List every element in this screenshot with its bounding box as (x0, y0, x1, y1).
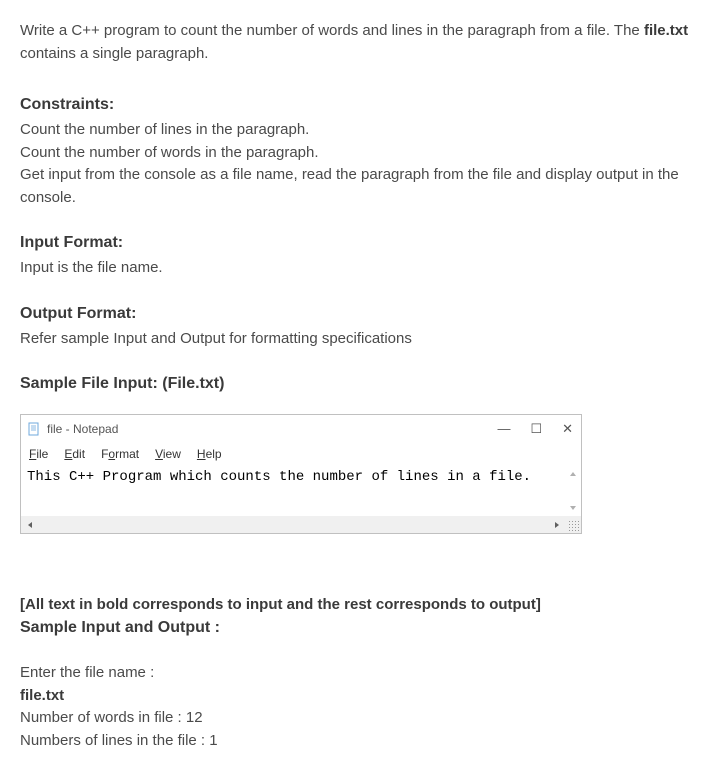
sample-file-heading: Sample File Input: (File.txt) (20, 372, 699, 396)
vscroll-up-icon[interactable] (565, 466, 581, 482)
output-format-text: Refer sample Input and Output for format… (20, 328, 699, 351)
notepad-title: file - Notepad (47, 420, 118, 438)
output-format-section: Output Format: Refer sample Input and Ou… (20, 302, 699, 351)
notepad-app-icon (27, 422, 41, 436)
hscroll-track[interactable] (38, 516, 548, 533)
intro-text-1: Write a C++ program to count the number … (20, 22, 644, 39)
notepad-titlebar: file - Notepad — ☐ ✕ (21, 415, 581, 443)
constraints-heading: Constraints: (20, 93, 699, 117)
bold-note: [All text in bold corresponds to input a… (20, 594, 699, 617)
sample-io-heading: Sample Input and Output : (20, 616, 699, 640)
io-prompt-line: Enter the file name : (20, 662, 699, 685)
resize-grip-icon[interactable] (565, 516, 581, 533)
input-format-section: Input Format: Input is the file name. (20, 231, 699, 280)
maximize-icon[interactable]: ☐ (530, 419, 542, 439)
horizontal-scrollbar[interactable] (21, 516, 581, 533)
close-icon[interactable]: ✕ (562, 419, 573, 439)
constraint-item: Count the number of lines in the paragra… (20, 119, 699, 142)
intro-paragraph: Write a C++ program to count the number … (20, 20, 699, 65)
intro-text-2: contains a single paragraph. (20, 45, 208, 62)
constraint-item: Get input from the console as a file nam… (20, 164, 699, 209)
vscroll-down-icon[interactable] (565, 500, 581, 516)
sample-io-block: Enter the file name : file.txt Number of… (20, 662, 699, 752)
notepad-text-content[interactable]: This C++ Program which counts the number… (21, 466, 581, 516)
io-input-line: file.txt (20, 685, 699, 708)
intro-bold-filename: file.txt (644, 22, 688, 39)
hscroll-right-icon[interactable] (548, 516, 565, 533)
constraints-section: Constraints: Count the number of lines i… (20, 93, 699, 209)
notepad-menubar: File Edit Format View Help (21, 443, 581, 466)
menu-help[interactable]: Help (197, 445, 222, 463)
titlebar-left: file - Notepad (27, 420, 118, 438)
input-format-text: Input is the file name. (20, 257, 699, 280)
input-format-heading: Input Format: (20, 231, 699, 255)
notepad-window: file - Notepad — ☐ ✕ File Edit Format Vi… (20, 414, 582, 534)
io-output-words: Number of words in file : 12 (20, 707, 699, 730)
menu-view[interactable]: View (155, 445, 181, 463)
constraint-item: Count the number of words in the paragra… (20, 142, 699, 165)
menu-file[interactable]: File (29, 445, 48, 463)
menu-format[interactable]: Format (101, 445, 139, 463)
titlebar-controls: — ☐ ✕ (497, 419, 573, 439)
menu-edit[interactable]: Edit (64, 445, 85, 463)
minimize-icon[interactable]: — (497, 419, 510, 439)
output-format-heading: Output Format: (20, 302, 699, 326)
io-output-lines: Numbers of lines in the file : 1 (20, 730, 699, 753)
notepad-content-area: This C++ Program which counts the number… (21, 466, 581, 516)
hscroll-left-icon[interactable] (21, 516, 38, 533)
